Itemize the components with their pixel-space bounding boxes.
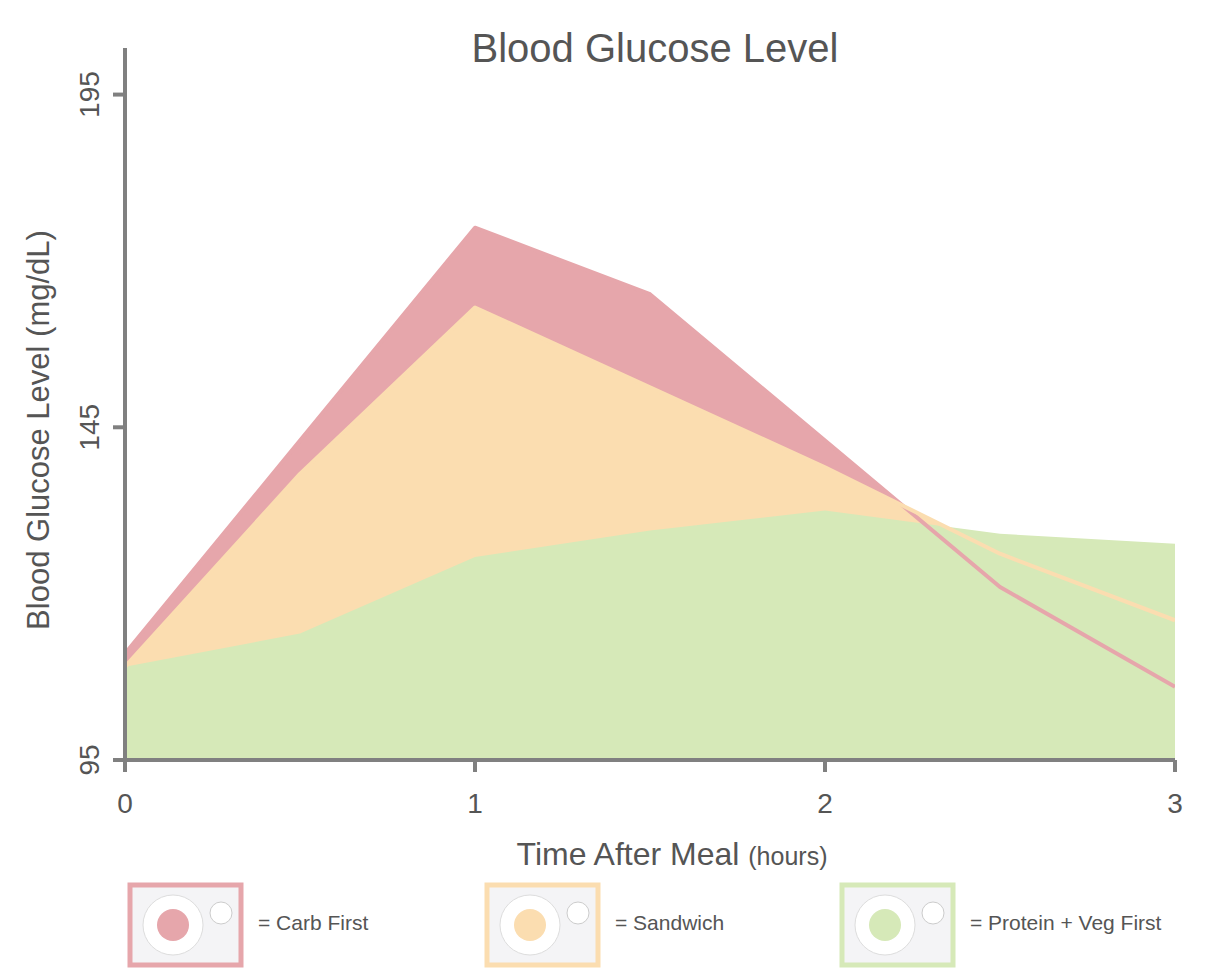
- legend-swatch: [487, 885, 598, 965]
- x-axis-title-main: Time After Meal: [517, 836, 749, 872]
- food-icon: [514, 909, 546, 941]
- y-tick: [113, 425, 125, 429]
- food-icon: [869, 909, 901, 941]
- chart: 95 145 195 0 1 2 3 Blood Glucose Level Time Afte…: [0, 0, 1216, 968]
- legend-swatch: [130, 885, 241, 965]
- x-axis-title-unit: (hours): [748, 842, 827, 870]
- legend-swatch: [842, 885, 953, 965]
- area: [125, 510, 1175, 760]
- legend-item: = Carb First: [130, 885, 368, 965]
- x-axis-title: Time After Meal (hours): [517, 836, 828, 872]
- x-tick: [473, 760, 477, 772]
- food-icon: [157, 909, 189, 941]
- glass-icon: [922, 902, 944, 924]
- area: [125, 308, 1175, 760]
- x-tick-label: 0: [117, 788, 133, 819]
- area: [125, 228, 1175, 760]
- legend-label: = Sandwich: [615, 911, 724, 934]
- legend-item: = Sandwich: [487, 885, 724, 965]
- plate-icon: [500, 895, 560, 955]
- x-tick-label: 3: [1167, 788, 1183, 819]
- x-tick-label: 2: [817, 788, 833, 819]
- x-tick: [123, 760, 127, 772]
- y-tick: [113, 93, 125, 97]
- glass-icon: [567, 902, 589, 924]
- x-tick-label: 1: [467, 788, 483, 819]
- x-tick: [823, 760, 827, 772]
- y-axis-title: Blood Glucose Level (mg/dL): [21, 230, 56, 630]
- legend-label: = Carb First: [258, 911, 368, 934]
- plot-area: [125, 228, 1175, 760]
- y-axis: [123, 48, 127, 760]
- legend-label: = Protein + Veg First: [970, 911, 1162, 934]
- y-tick-label: 95: [74, 744, 105, 775]
- title: Blood Glucose Level: [472, 26, 839, 70]
- plate-icon: [143, 895, 203, 955]
- line: [125, 308, 1175, 667]
- plate-icon: [855, 895, 915, 955]
- line: [125, 228, 1175, 687]
- y-tick-label: 145: [74, 404, 105, 451]
- x-tick: [1173, 760, 1177, 772]
- glass-icon: [210, 902, 232, 924]
- y-tick-label: 195: [74, 71, 105, 118]
- legend-item: = Protein + Veg First: [842, 885, 1162, 965]
- x-axis: [125, 758, 1175, 762]
